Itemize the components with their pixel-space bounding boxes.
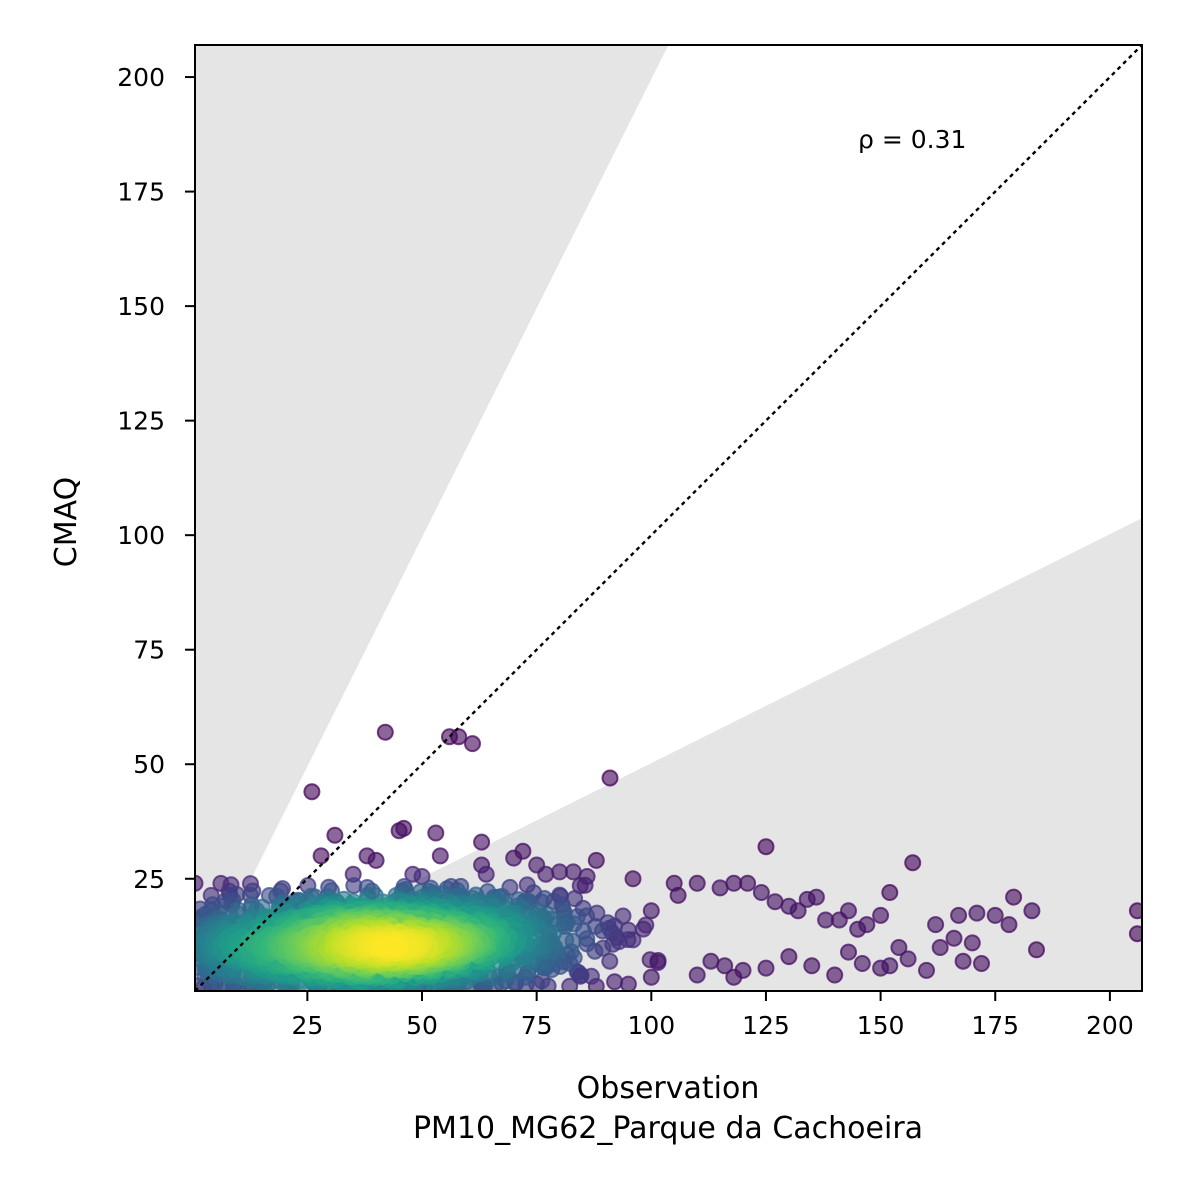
y-tick-label: 175 (117, 178, 165, 207)
scatter-point (899, 950, 917, 968)
scatter-point (803, 957, 821, 975)
scatter-point (872, 906, 890, 924)
scatter-point (986, 906, 1004, 924)
scatter-point (384, 937, 402, 955)
scatter-point (587, 851, 605, 869)
scatter-point (551, 863, 569, 881)
scatter-point (918, 961, 935, 979)
scatter-point (561, 977, 579, 991)
shade-lower (195, 518, 1142, 991)
scatter-point (881, 884, 899, 901)
x-tick-label: 75 (521, 1011, 553, 1040)
scatter-point (931, 939, 949, 956)
scatter-point (858, 916, 876, 934)
x-tick-label: 125 (742, 1011, 790, 1040)
scatter-point (881, 957, 899, 975)
scatter-point (390, 822, 408, 840)
plot-frame (194, 44, 1143, 992)
scatter-point (303, 783, 321, 801)
scatter-point (427, 824, 445, 842)
scatter-point (601, 769, 619, 787)
x-axis-sublabel: PM10_MG62_Parque da Cachoeira (413, 1111, 923, 1146)
scatter-point (195, 874, 204, 892)
scatter-point (665, 874, 683, 892)
scatter-point (376, 723, 394, 741)
scatter-point (752, 884, 770, 901)
scatter-point (642, 968, 660, 986)
scatter-point (1128, 925, 1142, 943)
y-tick-label: 150 (117, 292, 165, 321)
x-tick-label: 175 (971, 1011, 1019, 1040)
scatter-point (326, 826, 344, 844)
scatter-point (853, 955, 871, 972)
scatter-point (739, 874, 757, 892)
scatter-point (702, 952, 720, 970)
scatter-point (601, 952, 619, 970)
scatter-point (642, 902, 660, 920)
scatter-point (840, 943, 857, 961)
scatter-point (367, 851, 385, 869)
scatter-point (904, 854, 922, 872)
scatter-point (537, 865, 555, 883)
scatter-point (780, 948, 798, 966)
scatter-point (798, 890, 816, 908)
scatter-point (473, 833, 491, 851)
scatter-point (716, 957, 734, 975)
y-tick-label: 125 (117, 407, 165, 436)
scatter-point (641, 951, 659, 969)
scatter-point (606, 973, 624, 991)
scatter-point (688, 966, 706, 984)
scatter-point (1023, 902, 1041, 920)
x-axis: 25 50 75 100 125 150 175 200 (291, 991, 1134, 1040)
scatter-point (1028, 941, 1045, 959)
y-axis: 25 50 75 100 125 150 175 200 (117, 63, 195, 894)
y-tick-label: 100 (117, 521, 165, 550)
x-tick-label: 100 (627, 1011, 675, 1040)
scatter-point (505, 849, 523, 867)
scatter-point (757, 959, 775, 977)
scatter-point (973, 955, 990, 972)
scatter-point (464, 735, 481, 753)
x-tick-label: 25 (291, 1011, 323, 1040)
shaded-regions (195, 45, 1142, 991)
scatter-point (826, 966, 844, 984)
shade-upper (195, 45, 669, 991)
y-tick-label: 25 (133, 865, 165, 894)
scatter-point (757, 838, 775, 856)
x-tick-label: 50 (406, 1011, 438, 1040)
scatter-point (927, 916, 945, 934)
scatter-points (195, 723, 1142, 991)
scatter-point (624, 870, 642, 888)
x-tick-label: 150 (857, 1011, 905, 1040)
scatter-point (1005, 888, 1023, 906)
scatter-point (450, 728, 468, 746)
scatter-point (619, 975, 637, 991)
y-axis-label: CMAQ (49, 477, 84, 567)
scatter-point (711, 879, 729, 897)
scatter-point (431, 847, 449, 865)
scatter-point (968, 904, 986, 922)
scatter-point (477, 865, 495, 883)
correlation-annotation: ρ = 0.31 (858, 125, 966, 154)
y-tick-label: 75 (133, 636, 165, 665)
scatter-point (945, 929, 963, 947)
y-tick-label: 50 (133, 750, 165, 779)
scatter-point (963, 934, 981, 952)
scatter-point (766, 893, 784, 911)
scatter-point (780, 897, 798, 915)
scatter-point (830, 911, 848, 929)
scatter-point (954, 952, 972, 970)
scatter-point (734, 961, 752, 979)
scatter-point (950, 906, 968, 924)
one-to-one-line (195, 45, 1142, 991)
scatter-point (1128, 902, 1142, 920)
x-tick-label: 200 (1086, 1011, 1134, 1040)
scatter-point (890, 939, 908, 956)
x-axis-label: Observation (577, 1071, 760, 1106)
y-tick-label: 200 (117, 63, 165, 92)
scatter-point (688, 874, 706, 892)
scatter-point (1000, 916, 1018, 934)
